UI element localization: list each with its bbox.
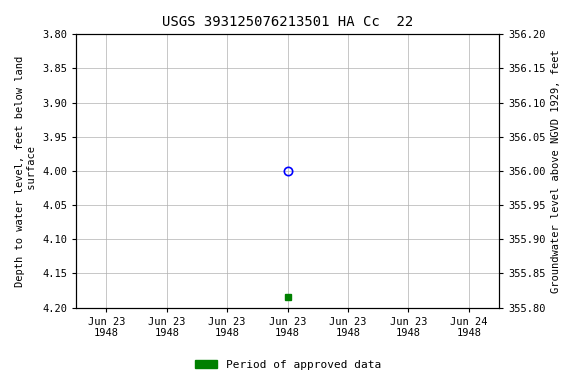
Y-axis label: Depth to water level, feet below land
 surface: Depth to water level, feet below land su… xyxy=(15,55,37,286)
Title: USGS 393125076213501 HA Cc  22: USGS 393125076213501 HA Cc 22 xyxy=(162,15,413,29)
Legend: Period of approved data: Period of approved data xyxy=(191,356,385,375)
Y-axis label: Groundwater level above NGVD 1929, feet: Groundwater level above NGVD 1929, feet xyxy=(551,49,561,293)
